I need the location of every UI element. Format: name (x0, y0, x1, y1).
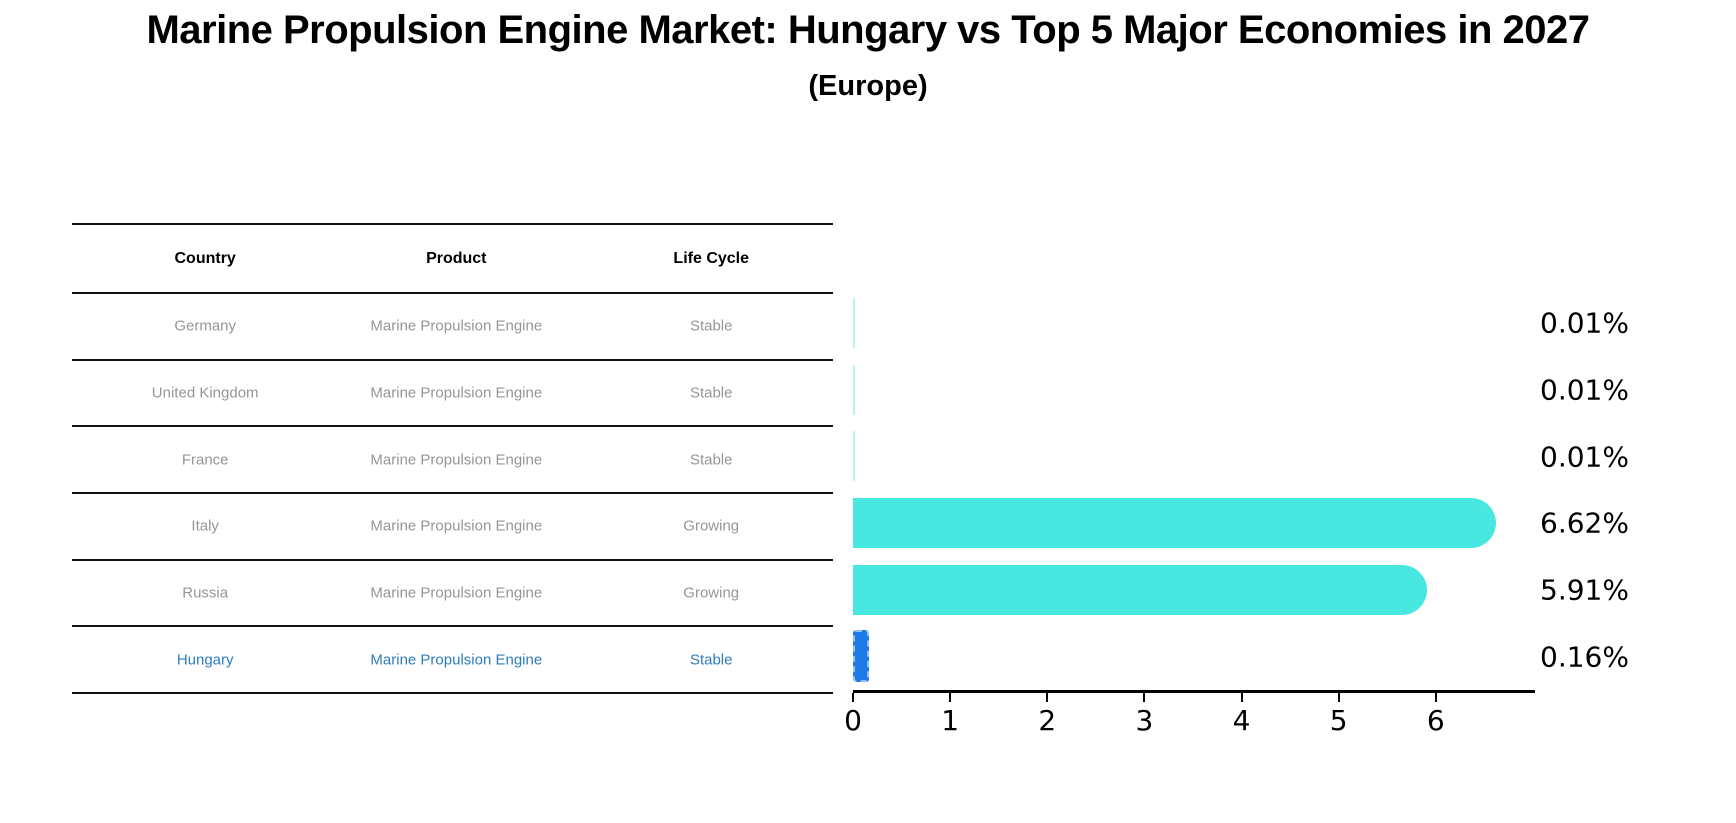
table-cell-country: Italy (191, 517, 219, 535)
bar-value-label: 0.16% (1540, 640, 1629, 674)
x-tick-mark (852, 693, 854, 702)
table-row-france: France Marine Propulsion Engine Stable (72, 427, 833, 495)
bar-germany (853, 298, 855, 348)
table-cell-product: Marine Propulsion Engine (370, 451, 543, 469)
x-tick-label: 4 (1232, 704, 1251, 737)
chart-row-hungary: 0.16% (853, 623, 1653, 690)
table-cell-life_cycle: Stable (689, 317, 733, 335)
bar-france (853, 431, 855, 482)
table-row-hungary: Hungary Marine Propulsion Engine Stable (72, 627, 833, 695)
table-header-country: Country (174, 249, 236, 267)
table-header-product: Product (426, 249, 487, 267)
chart-row-united-kingdom: 0.01% (853, 357, 1653, 424)
table-cell-country: Russia (182, 584, 229, 602)
table-row-italy: Italy Marine Propulsion Engine Growing (72, 494, 833, 561)
table-cell-life_cycle: Stable (689, 384, 733, 402)
x-tick-mark (1434, 693, 1437, 702)
table-header-row: Country Product Life Cycle (72, 223, 833, 294)
table-body: Germany Marine Propulsion Engine Stable Uni… (72, 294, 833, 695)
bar-value-label: 0.01% (1540, 373, 1629, 407)
table-row-germany: Germany Marine Propulsion Engine Stable (72, 294, 833, 361)
bar-united-kingdom (853, 364, 855, 415)
table-cell-life_cycle: Stable (689, 651, 733, 669)
page-subtitle: (Europe) (808, 70, 928, 102)
x-tick-label: 6 (1426, 704, 1445, 737)
table-cell-country: Germany (174, 317, 237, 335)
chart-row-italy: 6.62% (853, 490, 1653, 557)
table-row-russia: Russia Marine Propulsion Engine Growing (72, 561, 833, 628)
table-cell-product: Marine Propulsion Engine (370, 384, 543, 402)
data-table: Country Product Life Cycle Germany Marine… (72, 223, 833, 695)
table-header-life-cycle: Life Cycle (673, 249, 750, 267)
page-title: Marine Propulsion Engine Market: Hungary… (146, 8, 1590, 52)
chart-row-russia: 5.91% (853, 557, 1653, 624)
table-row-united-kingdom: United Kingdom Marine Propulsion Engine St… (72, 361, 833, 428)
table-cell-country: Hungary (176, 651, 234, 669)
bar-russia (853, 564, 1428, 615)
x-tick-label: 1 (941, 704, 960, 737)
table-cell-country: United Kingdom (151, 384, 259, 402)
table-cell-product: Marine Propulsion Engine (370, 584, 543, 602)
x-tick-label: 5 (1329, 704, 1348, 737)
x-tick-mark (1046, 693, 1049, 702)
x-tick-label: 2 (1038, 704, 1057, 737)
x-tick-mark (1240, 693, 1243, 702)
bar-value-label: 0.01% (1540, 306, 1629, 340)
table-cell-product: Marine Propulsion Engine (370, 651, 543, 669)
bar-value-label: 0.01% (1540, 440, 1629, 474)
table-cell-product: Marine Propulsion Engine (370, 317, 543, 335)
bar-value-label: 6.62% (1540, 506, 1629, 540)
x-tick-label: 3 (1135, 704, 1154, 737)
table-cell-life_cycle: Growing (683, 584, 740, 602)
x-tick-mark (1337, 693, 1340, 702)
table-cell-product: Marine Propulsion Engine (370, 517, 543, 535)
bar-chart: 0.01% 0.01% 0.01% 6.62% 5.91% 0.16% 0 1 2 3 4 5 6 (844, 290, 1653, 760)
x-axis: 0 1 2 3 4 5 6 (844, 690, 1535, 737)
bar-italy (853, 497, 1497, 548)
bar-value-label: 5.91% (1540, 573, 1629, 607)
x-tick-mark (1143, 693, 1146, 702)
chart-row-germany: 0.01% (853, 290, 1653, 357)
chart-row-france: 0.01% (853, 423, 1653, 490)
table-cell-country: France (181, 451, 229, 469)
bar-hungary (853, 630, 869, 683)
table-cell-life_cycle: Growing (683, 517, 740, 535)
x-tick-mark (949, 693, 952, 702)
x-tick-label: 0 (844, 704, 862, 737)
table-cell-life_cycle: Stable (689, 451, 733, 469)
